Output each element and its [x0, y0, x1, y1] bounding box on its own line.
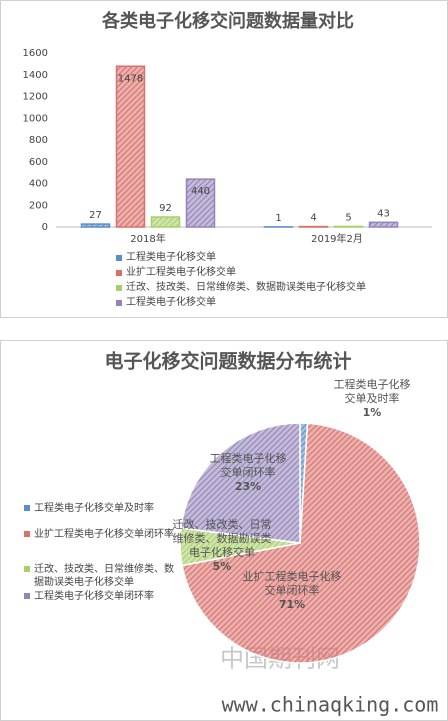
data-label: 92 [159, 203, 172, 214]
legend-swatch [24, 593, 30, 599]
data-label: 27 [89, 210, 102, 221]
y-tick-label: 1200 [23, 92, 48, 103]
slice-name: 工程类电子化移交单及时率 [333, 378, 411, 405]
data-label: 43 [377, 208, 390, 219]
legend-swatch [116, 285, 122, 291]
legend-label: 迁改、技改类、日常维修类、数据勘误类电子化移交单 [34, 564, 174, 588]
slice-value-label: 23% [234, 480, 262, 493]
bar [185, 178, 216, 228]
data-label: 5 [345, 212, 351, 223]
slice-name: 业扩工程类电子化移交单闭环率 [242, 570, 342, 597]
slice-value-label: 1% [362, 406, 382, 419]
legend-label: 迁改、技改类、日常维修类、数据勘误类电子化移交单 [126, 282, 366, 293]
slice-name: 迁改、技改类、日常维修类、数据勘误类电子化移交单 [172, 518, 272, 559]
y-tick-label: 400 [29, 179, 48, 190]
bar [333, 225, 364, 228]
y-tick-label: 1000 [23, 113, 48, 124]
y-tick-label: 1600 [23, 48, 48, 59]
data-label: 1478 [118, 73, 143, 84]
slice-value-label: 71% [278, 598, 306, 611]
legend-swatch [24, 531, 30, 537]
pie-slice [181, 422, 421, 664]
legend-swatch [24, 505, 30, 511]
bar [115, 65, 146, 228]
chart-title: 电子化移交问题数据分布统计 [104, 350, 351, 373]
slice-name: 工程类电子化移交单闭环率 [209, 452, 287, 479]
y-tick-label: 800 [29, 135, 48, 146]
legend-swatch [116, 300, 122, 306]
x-tick-label: 2018年 [130, 232, 165, 245]
chart-title: 各类电子化移交问题数据量对比 [101, 10, 354, 32]
y-tick-label: 200 [29, 200, 48, 211]
legend-label: 工程类电子化移交单闭环率 [34, 591, 154, 602]
data-label: 4 [310, 213, 316, 224]
watermark-url: www.chinaqking.com [222, 693, 439, 717]
y-tick-label: 0 [42, 222, 48, 233]
legend-label: 工程类电子化移交单 [126, 297, 216, 308]
legend-swatch [116, 255, 122, 261]
x-tick-label: 2019年2月 [311, 232, 363, 245]
data-label: 1 [275, 213, 281, 224]
legend-swatch [24, 566, 30, 572]
pie-slice [180, 422, 301, 544]
data-label: 440 [191, 186, 210, 197]
legend-label: 业扩工程类电子化移交单 [126, 267, 236, 278]
legend-label: 工程类电子化移交单 [126, 252, 216, 263]
y-tick-label: 600 [29, 157, 48, 168]
bar [80, 223, 111, 228]
legend-swatch [116, 270, 122, 276]
legend-label: 业扩工程类电子化移交单闭环率 [34, 529, 174, 540]
bar [368, 221, 399, 228]
legend-label: 工程类电子化移交单及时率 [34, 503, 154, 514]
slice-value-label: 5% [212, 560, 232, 573]
y-tick-label: 1400 [23, 70, 48, 81]
bar [150, 216, 181, 228]
